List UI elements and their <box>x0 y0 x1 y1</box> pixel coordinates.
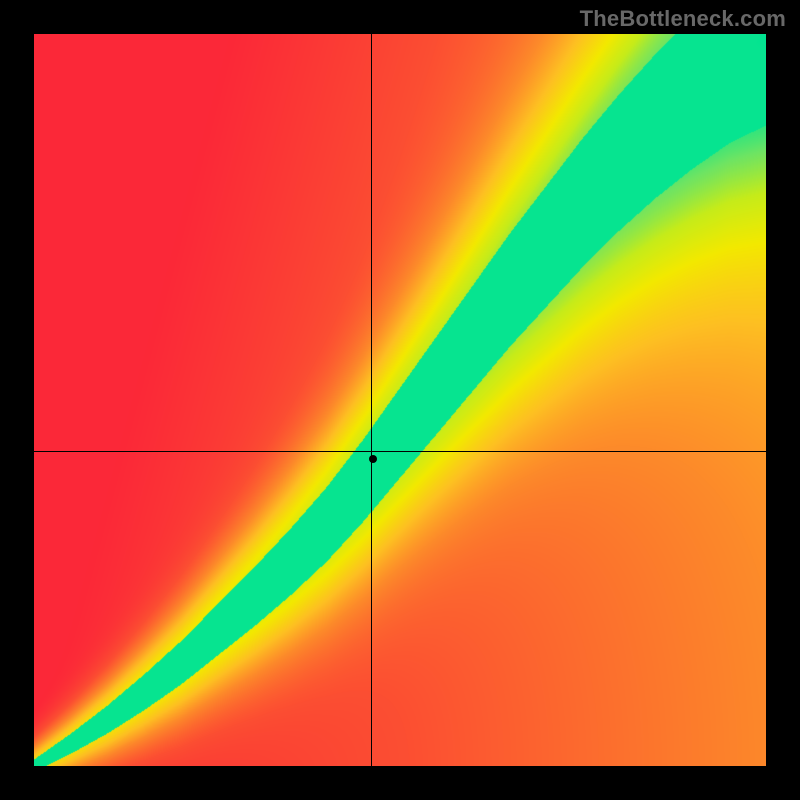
watermark-text: TheBottleneck.com <box>580 6 786 32</box>
crosshair-horizontal <box>34 451 766 452</box>
heatmap-plot <box>34 34 766 766</box>
heatmap-canvas <box>34 34 766 766</box>
selection-marker <box>369 455 377 463</box>
crosshair-vertical <box>371 34 372 766</box>
